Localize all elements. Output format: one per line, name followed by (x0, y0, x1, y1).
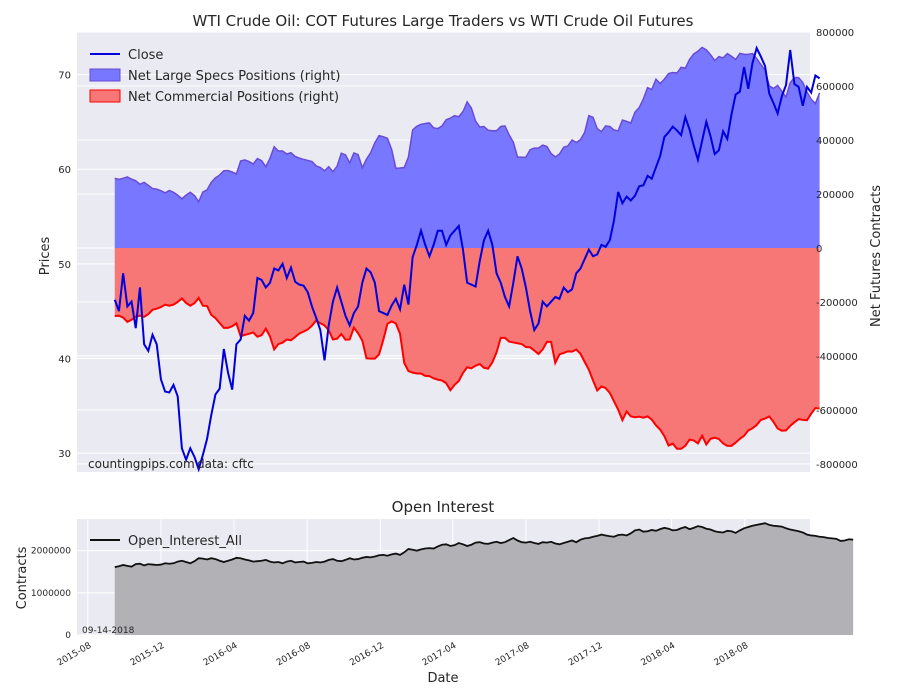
y-tick-left-40: 40 (58, 354, 71, 365)
y-axis-left-label: Prices (38, 237, 53, 276)
net-commercial-area (114, 247, 820, 449)
report-date-label: 09-14-2018 (82, 626, 135, 636)
x-tick-2017-12: 2017-12 (567, 641, 605, 668)
legend-swatch-commercial (89, 89, 121, 103)
net-large-specs-line (114, 46, 821, 204)
open-interest-legend: Open_Interest_All (90, 534, 242, 549)
legend-swatch-specs (89, 68, 121, 82)
net-commercial-line (114, 296, 820, 450)
y-axis-right-ticks: -800000 -600000 -400000 -200000 0 200000 40000… (816, 28, 858, 471)
x-tick-2018-04: 2018-04 (640, 641, 678, 669)
y-tick-right--400000: -400000 (816, 352, 858, 363)
x-tick-2016-08: 2016-08 (275, 641, 313, 669)
legend-label-commercial: Net Commercial Positions (right) (128, 90, 339, 105)
y-tick-right-600000: 600000 (816, 82, 854, 93)
main-chart-title: WTI Crude Oil: COT Futures Large Traders… (193, 12, 694, 30)
y-tick-right-200000: 200000 (816, 190, 854, 201)
main-legend: Close Net Large Specs Positions (right) … (89, 48, 340, 105)
y-tick-right-400000: 400000 (816, 136, 854, 147)
x-tick-2015-12: 2015-12 (129, 641, 167, 668)
oi-y-tick-0: 0 (65, 631, 71, 641)
legend-label-specs: Net Large Specs Positions (right) (128, 69, 340, 84)
y-axis-left-ticks: 30 40 50 60 70 (58, 71, 71, 460)
open-interest-y-ticks: 0 1000000 2000000 (31, 547, 71, 641)
y-axis-right-label: Net Futures Contracts (869, 185, 884, 327)
open-interest-area (114, 523, 854, 635)
watermark-source: countingpips.com (88, 457, 195, 471)
data-source-label: data: cftc (197, 457, 254, 471)
open-interest-line (114, 522, 854, 568)
open-interest-title: Open Interest (392, 498, 495, 516)
x-tick-2015-08: 2015-08 (56, 641, 94, 669)
open-interest-y-label: Contracts (15, 546, 30, 609)
y-tick-left-50: 50 (58, 260, 71, 271)
legend-label-close: Close (128, 48, 163, 63)
y-tick-right-0: 0 (816, 244, 822, 255)
y-tick-left-30: 30 (58, 449, 71, 460)
oi-y-tick-1000000: 1000000 (31, 589, 71, 599)
close-price-line (113, 45, 821, 473)
y-tick-right--800000: -800000 (816, 460, 858, 471)
x-tick-2017-04: 2017-04 (421, 641, 459, 669)
x-tick-2016-12: 2016-12 (348, 641, 386, 668)
x-tick-2017-08: 2017-08 (494, 641, 532, 669)
y-tick-left-60: 60 (58, 165, 71, 176)
y-tick-right-800000: 800000 (816, 28, 854, 39)
main-panel: 30 40 50 60 70 -800000 -600000 -400000 -200000 0… (38, 12, 884, 473)
y-tick-right--600000: -600000 (816, 406, 858, 417)
legend-label-open-interest: Open_Interest_All (128, 534, 242, 549)
y-tick-right--200000: -200000 (816, 298, 858, 309)
x-axis-label: Date (427, 671, 458, 686)
net-large-specs-area (114, 47, 820, 248)
x-tick-2018-08: 2018-08 (713, 641, 751, 669)
oi-y-tick-2000000: 2000000 (31, 547, 71, 557)
y-tick-left-70: 70 (58, 71, 71, 82)
x-tick-2016-04: 2016-04 (202, 641, 240, 669)
x-axis-date-ticks: 2015-08 2015-12 2016-04 2016-08 2016-12 2017-… (56, 641, 751, 669)
